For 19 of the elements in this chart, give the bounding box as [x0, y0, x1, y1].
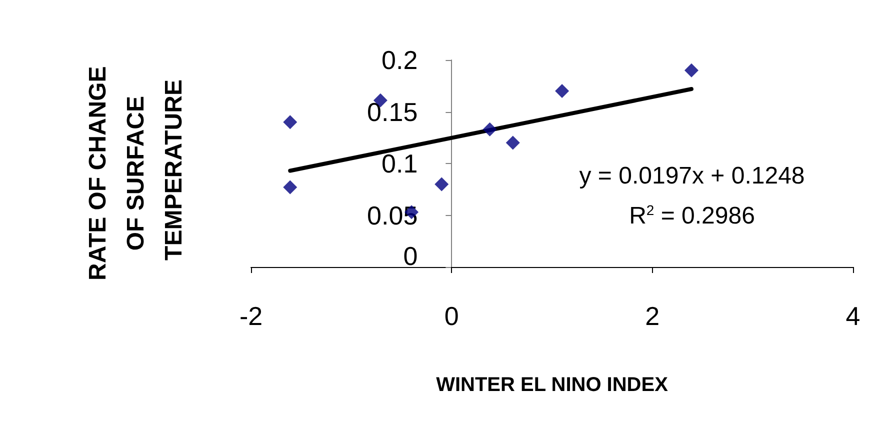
y-tick-label: 0.2: [382, 45, 418, 75]
x-axis-title: WINTER EL NINO INDEX: [436, 374, 669, 396]
point: [283, 115, 298, 130]
y-tick-label: 0.1: [382, 148, 418, 178]
x-tick-label: 2: [645, 301, 660, 331]
annotation: y = 0.0197x + 0.1248: [579, 162, 805, 190]
x-tick-label: 0: [444, 301, 459, 331]
point: [555, 84, 570, 98]
point: [482, 122, 497, 136]
point: [684, 63, 698, 78]
y-axis-title: RATE OF CHANGE OF SURFACE TEMPERATURE: [84, 60, 188, 280]
point: [434, 177, 449, 192]
x-tick-label: 4: [846, 301, 860, 331]
y-tick-label: 0.05: [367, 200, 418, 230]
y-tick-label: 0.15: [367, 96, 418, 127]
y-tick-label: 0: [403, 241, 418, 271]
x-tick-label: -2: [239, 301, 263, 331]
point: [506, 136, 520, 150]
point: [283, 180, 298, 194]
